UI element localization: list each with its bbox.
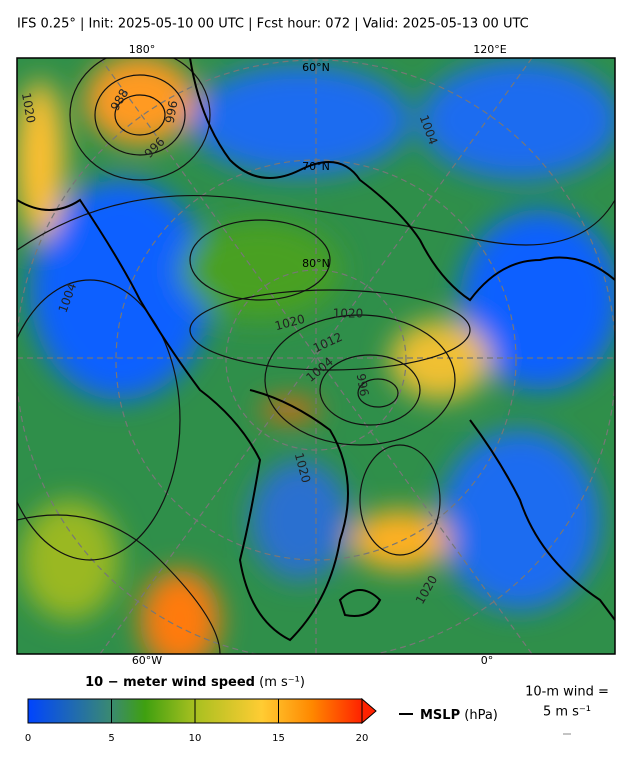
lon-label: 0° <box>481 654 494 667</box>
map-frame <box>16 57 616 655</box>
colorbar-tick-label: 15 <box>272 733 285 744</box>
wind-key-line2: 5 m s⁻¹ <box>543 705 591 720</box>
contour-label: 1020 <box>19 92 38 125</box>
lon-label: 60°W <box>132 654 162 667</box>
contour-label: 996 <box>354 372 372 397</box>
colorbar-label: 10 − meter wind speed (m s⁻¹) <box>85 675 305 690</box>
lon-label: 120°E <box>473 43 506 56</box>
colorbar-extension <box>361 697 377 725</box>
lat-label: 80°N <box>302 257 330 270</box>
lon-label: 180° <box>129 43 156 56</box>
legend-label: MSLP (hPa) <box>420 708 498 723</box>
coastlines <box>17 58 615 642</box>
colorbar-tick-label: 10 <box>189 733 202 744</box>
title: IFS 0.25° | Init: 2025-05-10 00 UTC | Fc… <box>17 17 529 32</box>
contour-label: 1020 <box>333 307 364 321</box>
graticule <box>17 58 615 654</box>
colorbar-tick-label: 5 <box>108 733 114 744</box>
mslp-contours <box>17 58 615 654</box>
lat-label: 60°N <box>302 61 330 74</box>
contour-label: 996 <box>163 99 181 124</box>
lat-label: 70°N <box>302 160 330 173</box>
colorbar-tick-label: 20 <box>356 733 369 744</box>
wind-key-line1: 10-m wind = <box>525 685 609 700</box>
map <box>17 58 615 654</box>
colorbar-tick-label: 0 <box>25 733 31 744</box>
